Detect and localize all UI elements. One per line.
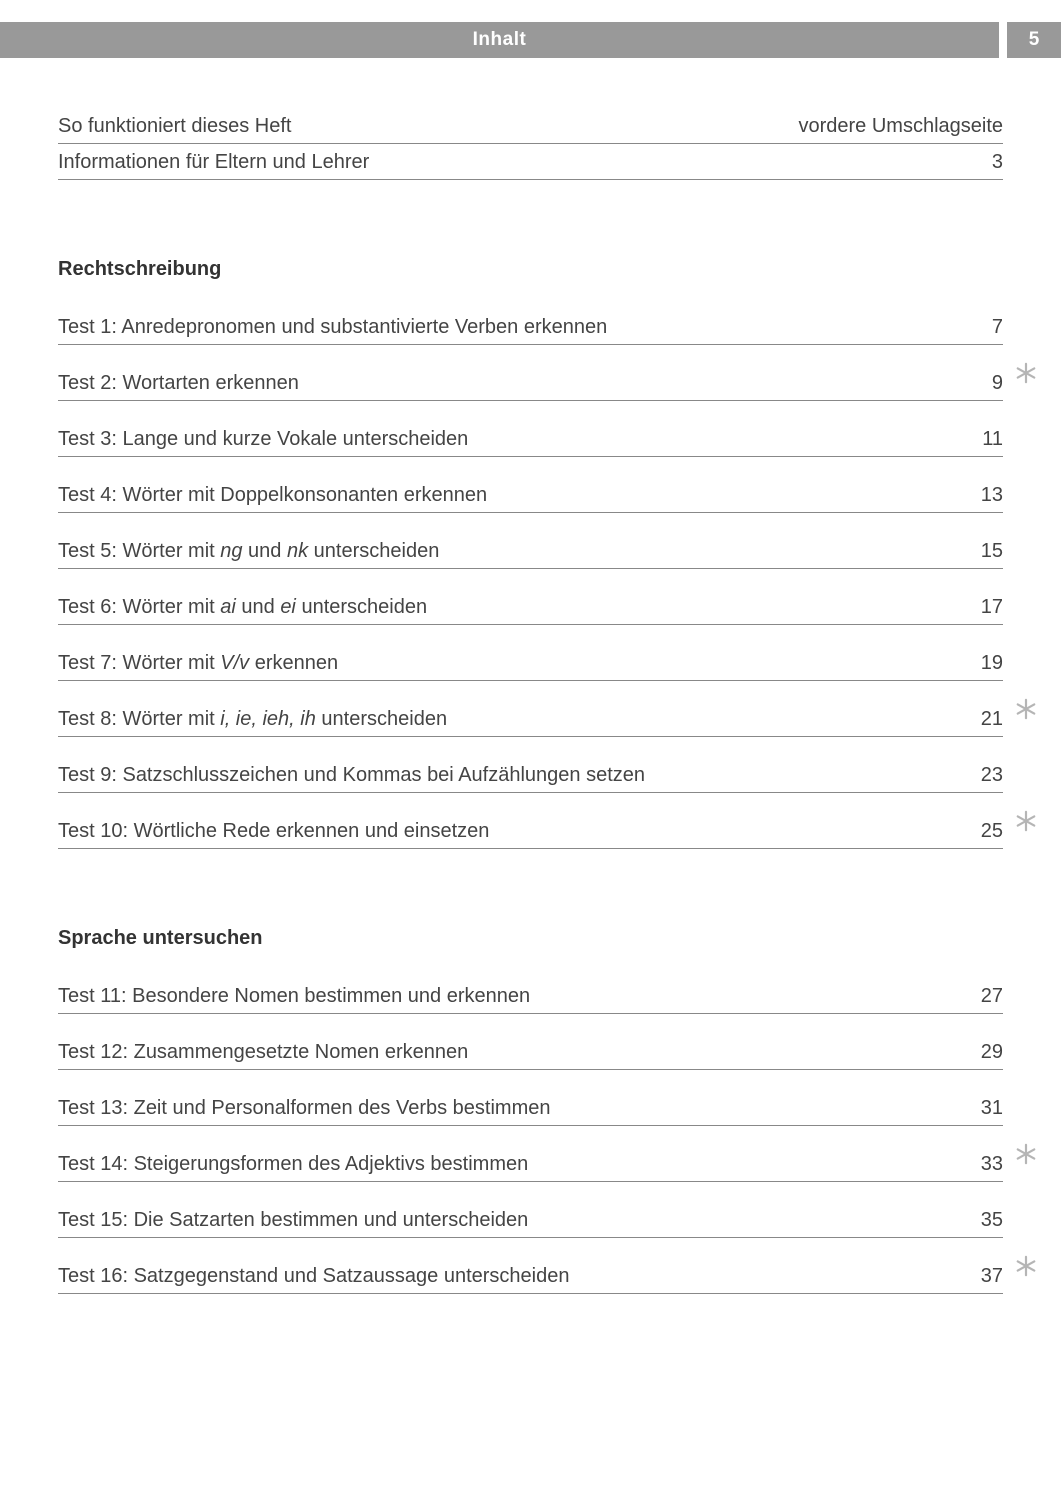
toc-title: Test 8: Wörter mit i, ie, ieh, ih unters…: [58, 708, 969, 731]
toc-title: Test 11: Besondere Nomen bestimmen und e…: [58, 985, 969, 1008]
toc-row-wrap: Test 7: Wörter mit V/v erkennen19: [58, 625, 1003, 681]
toc-row: Test 9: Satzschlusszeichen und Kommas be…: [58, 757, 1003, 793]
toc-page: 31: [969, 1097, 1003, 1120]
star-icon: [1015, 698, 1037, 720]
header-title: Inhalt: [473, 29, 527, 51]
section-heading: Rechtschreibung: [58, 258, 1003, 281]
toc-row-wrap: Test 3: Lange und kurze Vokale untersche…: [58, 401, 1003, 457]
intro-page: vordere Umschlagseite: [798, 115, 1003, 138]
toc-row: Test 4: Wörter mit Doppelkonsonanten erk…: [58, 477, 1003, 513]
content: So funktioniert dieses Heftvordere Umsch…: [0, 58, 1061, 1294]
toc-title: Test 16: Satzgegenstand und Satzaussage …: [58, 1265, 969, 1288]
intro-row: So funktioniert dieses Heftvordere Umsch…: [58, 108, 1003, 144]
toc-page: 27: [969, 985, 1003, 1008]
star-icon: [1015, 810, 1037, 832]
toc-page: 9: [969, 372, 1003, 395]
toc-page: 25: [969, 820, 1003, 843]
toc-row-wrap: Test 12: Zusammengesetzte Nomen erkennen…: [58, 1014, 1003, 1070]
toc-row: Test 14: Steigerungsformen des Adjektivs…: [58, 1146, 1003, 1182]
toc-title: Test 4: Wörter mit Doppelkonsonanten erk…: [58, 484, 969, 507]
toc-row: Test 6: Wörter mit ai und ei unterscheid…: [58, 589, 1003, 625]
intro-page: 3: [969, 151, 1003, 174]
intro-title: So funktioniert dieses Heft: [58, 115, 798, 138]
toc-row: Test 5: Wörter mit ng und nk unterscheid…: [58, 533, 1003, 569]
toc-page: 19: [969, 652, 1003, 675]
toc-page: 21: [969, 708, 1003, 731]
toc-page: 15: [969, 540, 1003, 563]
header-bar: Inhalt 5: [0, 22, 1061, 58]
intro-row-wrap: So funktioniert dieses Heftvordere Umsch…: [58, 108, 1003, 144]
toc-row-wrap: Test 16: Satzgegenstand und Satzaussage …: [58, 1238, 1003, 1294]
toc-page: 35: [969, 1209, 1003, 1232]
sections-container: Rechtschreibung Test 1: Anredepronomen un…: [58, 258, 1003, 1294]
toc-row: Test 10: Wörtliche Rede erkennen und ein…: [58, 813, 1003, 849]
header-title-wrap: Inhalt: [0, 22, 999, 58]
toc-title: Test 1: Anredepronomen und substantivier…: [58, 316, 969, 339]
star-icon: [1015, 1143, 1037, 1165]
toc-row-wrap: Test 4: Wörter mit Doppelkonsonanten erk…: [58, 457, 1003, 513]
toc-title: Test 2: Wortarten erkennen: [58, 372, 969, 395]
toc-title: Test 14: Steigerungsformen des Adjektivs…: [58, 1153, 969, 1176]
intro-row: Informationen für Eltern und Lehrer3: [58, 144, 1003, 180]
toc-row: Test 16: Satzgegenstand und Satzaussage …: [58, 1258, 1003, 1294]
header-page-number: 5: [1007, 22, 1061, 58]
intro-title: Informationen für Eltern und Lehrer: [58, 151, 969, 174]
toc-row-wrap: Test 8: Wörter mit i, ie, ieh, ih unters…: [58, 681, 1003, 737]
toc-title: Test 13: Zeit und Personalformen des Ver…: [58, 1097, 969, 1120]
toc-title: Test 9: Satzschlusszeichen und Kommas be…: [58, 764, 969, 787]
toc-row-wrap: Test 6: Wörter mit ai und ei unterscheid…: [58, 569, 1003, 625]
toc-page: 29: [969, 1041, 1003, 1064]
intro-list: So funktioniert dieses Heftvordere Umsch…: [58, 108, 1003, 180]
toc-row: Test 13: Zeit und Personalformen des Ver…: [58, 1090, 1003, 1126]
toc-row: Test 2: Wortarten erkennen9: [58, 365, 1003, 401]
star-icon: [1015, 1255, 1037, 1277]
toc-row-wrap: Test 5: Wörter mit ng und nk unterscheid…: [58, 513, 1003, 569]
toc-page: 17: [969, 596, 1003, 619]
toc-title: Test 7: Wörter mit V/v erkennen: [58, 652, 969, 675]
toc-row-wrap: Test 14: Steigerungsformen des Adjektivs…: [58, 1126, 1003, 1182]
toc-row: Test 7: Wörter mit V/v erkennen19: [58, 645, 1003, 681]
toc-page: 23: [969, 764, 1003, 787]
toc-title: Test 6: Wörter mit ai und ei unterscheid…: [58, 596, 969, 619]
toc-title: Test 5: Wörter mit ng und nk unterscheid…: [58, 540, 969, 563]
star-icon: [1015, 362, 1037, 384]
toc-row: Test 8: Wörter mit i, ie, ieh, ih unters…: [58, 701, 1003, 737]
section-heading: Sprache untersuchen: [58, 927, 1003, 950]
toc-row-wrap: Test 11: Besondere Nomen bestimmen und e…: [58, 978, 1003, 1014]
toc-row: Test 11: Besondere Nomen bestimmen und e…: [58, 978, 1003, 1014]
toc-row: Test 12: Zusammengesetzte Nomen erkennen…: [58, 1034, 1003, 1070]
toc-row-wrap: Test 2: Wortarten erkennen9: [58, 345, 1003, 401]
toc-page: 7: [969, 316, 1003, 339]
toc-row-wrap: Test 1: Anredepronomen und substantivier…: [58, 309, 1003, 345]
toc-title: Test 15: Die Satzarten bestimmen und unt…: [58, 1209, 969, 1232]
intro-row-wrap: Informationen für Eltern und Lehrer3: [58, 144, 1003, 180]
toc-row-wrap: Test 9: Satzschlusszeichen und Kommas be…: [58, 737, 1003, 793]
toc-row-wrap: Test 10: Wörtliche Rede erkennen und ein…: [58, 793, 1003, 849]
toc-page: 37: [969, 1265, 1003, 1288]
toc-row: Test 3: Lange und kurze Vokale untersche…: [58, 421, 1003, 457]
toc-title: Test 3: Lange und kurze Vokale untersche…: [58, 428, 969, 451]
toc-row-wrap: Test 15: Die Satzarten bestimmen und unt…: [58, 1182, 1003, 1238]
toc-title: Test 12: Zusammengesetzte Nomen erkennen: [58, 1041, 969, 1064]
toc-row-wrap: Test 13: Zeit und Personalformen des Ver…: [58, 1070, 1003, 1126]
toc-page: 33: [969, 1153, 1003, 1176]
header-gap: [999, 22, 1007, 58]
toc-page: 11: [969, 428, 1003, 451]
toc-row: Test 1: Anredepronomen und substantivier…: [58, 309, 1003, 345]
toc-title: Test 10: Wörtliche Rede erkennen und ein…: [58, 820, 969, 843]
toc-page: 13: [969, 484, 1003, 507]
toc-row: Test 15: Die Satzarten bestimmen und unt…: [58, 1202, 1003, 1238]
